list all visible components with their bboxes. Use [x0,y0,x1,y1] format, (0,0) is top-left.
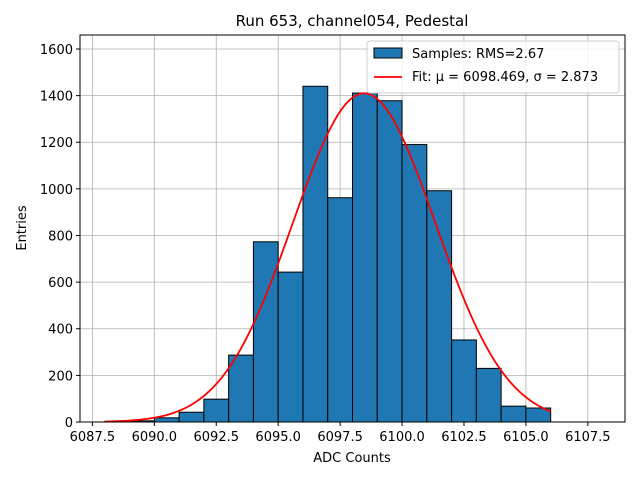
y-tick-label: 400 [48,323,73,338]
x-tick-label: 6105.0 [503,430,549,445]
legend: Samples: RMS=2.67 Fit: μ = 6098.469, σ =… [366,40,620,94]
legend-box [366,40,620,94]
x-tick-label: 6102.5 [441,430,487,445]
y-tick-label: 1200 [40,136,73,151]
histogram-bar [252,241,279,423]
y-axis-label: Entries [15,205,30,251]
histogram-bar [228,354,254,423]
y-tick-label: 1600 [40,43,73,58]
histogram-bar [203,398,230,423]
histogram-bars [104,85,552,423]
legend-fit-label: Fit: μ = 6098.469, σ = 2.873 [412,70,598,85]
y-axis-ticks: 0 200 400 600 800 1000 1200 1400 1600 [40,43,80,431]
histogram-bar [376,100,403,423]
chart-title: Run 653, channel054, Pedestal [236,12,469,30]
x-tick-label: 6097.5 [317,430,363,445]
x-tick-label: 6087.5 [70,430,116,445]
y-tick-label: 0 [65,416,73,431]
histogram-bar [401,144,428,423]
histogram-bar [277,271,304,423]
gaussian-fit-curve [104,92,552,423]
histogram-bar [500,405,527,423]
x-tick-label: 6092.5 [194,430,240,445]
histogram-bar [327,197,353,423]
histogram-bar [451,339,477,423]
y-tick-label: 1400 [40,90,73,105]
x-tick-label: 6107.5 [565,430,611,445]
histogram-bar [302,85,329,423]
x-tick-label: 6100.0 [379,430,425,445]
y-tick-label: 600 [48,276,73,291]
histogram-bar [475,367,502,423]
y-tick-label: 1000 [40,183,73,198]
fit-curve-layer [104,92,552,423]
x-tick-label: 6090.0 [132,430,178,445]
x-axis-ticks: 6087.5 6090.0 6092.5 6095.0 6097.5 6100.0 6102… [70,422,611,445]
x-axis-label: ADC Counts [313,451,391,466]
x-tick-label: 6095.0 [255,430,301,445]
histogram-bar [426,190,453,423]
histogram-bar [153,417,180,423]
legend-histogram-swatch [373,47,403,59]
y-tick-label: 200 [48,369,73,384]
y-tick-label: 800 [48,229,73,244]
legend-histogram-label: Samples: RMS=2.67 [412,47,544,62]
plot-area-frame [79,34,626,423]
histogram-bar [178,411,205,423]
histogram-bar [352,92,378,423]
